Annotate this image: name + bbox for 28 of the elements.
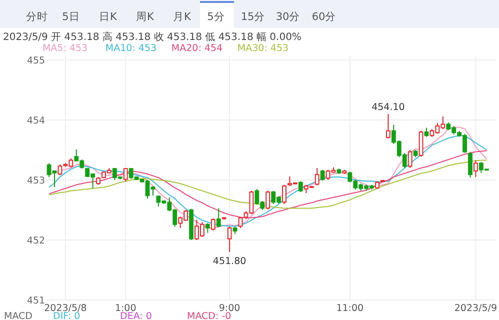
text: 60分 [312, 11, 336, 23]
text: MACD: -0 [187, 311, 232, 320]
y-tick-label: 451 [26, 296, 46, 306]
text: DEA: 0 [120, 311, 152, 320]
text: MA10: 453 [105, 43, 157, 54]
chart-subtitle: 2023/5/9 开 453.18 高 453.18 收 453.18 低 453.18 幅 0.00% [3, 31, 302, 43]
text: 月K [173, 11, 192, 23]
text: MACD [4, 311, 32, 320]
x-tick-label: 11:00 [336, 303, 364, 314]
text: 分时 [26, 10, 48, 23]
text: DIF: 0 [53, 311, 80, 320]
annotation: 451.80 [212, 256, 246, 267]
annotation: 454.10 [372, 102, 405, 113]
text: 15分 [240, 11, 266, 23]
text: MA20: 454 [171, 43, 223, 54]
text: 5分 [207, 11, 225, 23]
y-tick-label: 452 [26, 236, 46, 246]
x-tick-label: 2023/5/9 [454, 303, 498, 314]
text: MA30: 453 [237, 43, 289, 54]
y-tick-label: 455 [26, 56, 46, 66]
text: 5日 [62, 11, 80, 23]
text: 日K [99, 11, 118, 23]
text: 周K [136, 11, 156, 23]
text: MA5: 453 [42, 43, 88, 54]
y-tick-label: 453 [26, 176, 46, 186]
y-tick-label: 454 [26, 116, 46, 126]
text: 30分 [276, 11, 300, 23]
line-series [48, 150, 488, 218]
